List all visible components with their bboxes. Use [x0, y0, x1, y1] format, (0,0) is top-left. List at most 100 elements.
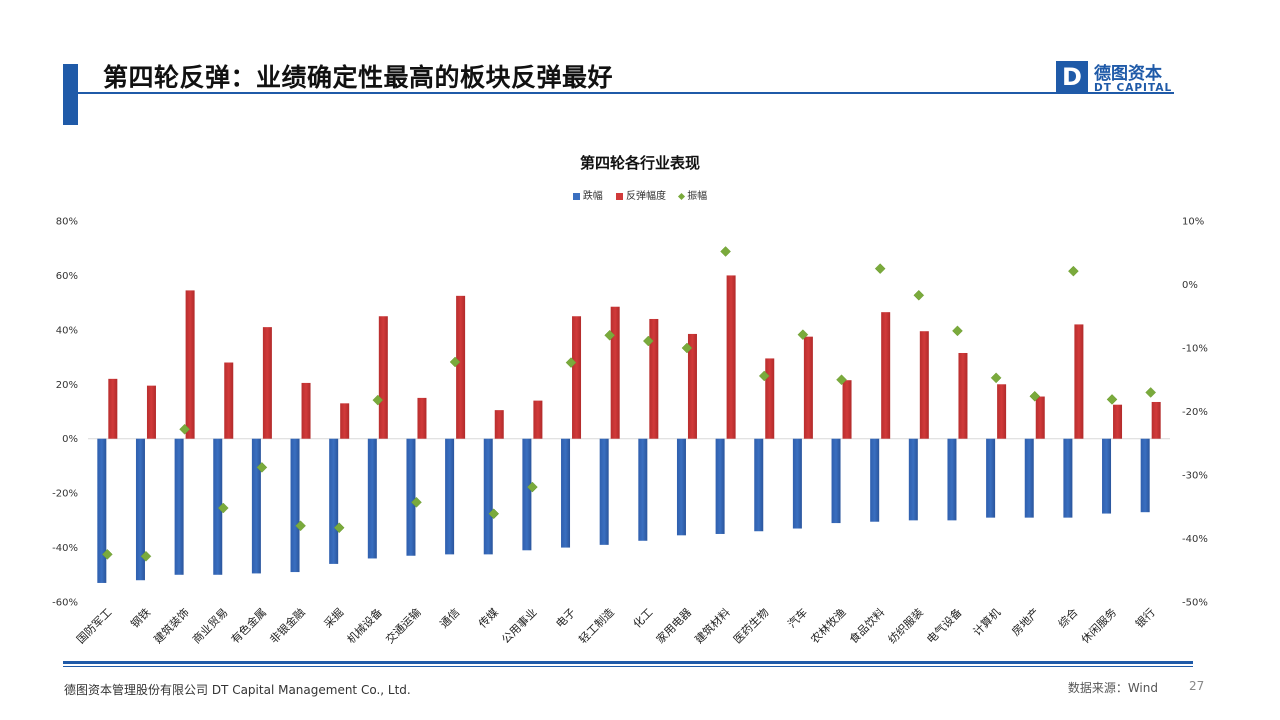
bar-fall	[561, 438, 571, 548]
logo-english-name: DT CAPITAL	[1094, 82, 1173, 94]
bar-rebound	[765, 358, 775, 439]
left-axis-tick-label: -40%	[52, 543, 78, 554]
category-label: 建筑材料	[692, 605, 733, 646]
chart-legend: 跌幅 反弹幅度 振幅	[0, 187, 1280, 202]
category-label: 传媒	[476, 606, 501, 631]
company-logo: D 德图资本 DT CAPITAL	[1056, 61, 1186, 97]
chart-title: 第四轮各行业表现	[579, 154, 700, 172]
logo-mark-icon: D	[1056, 61, 1088, 93]
bar-rebound	[1035, 396, 1045, 439]
marker-amplitude	[990, 372, 1002, 384]
logo-chinese-name: 德图资本	[1094, 64, 1162, 84]
bar-fall	[483, 438, 493, 555]
bar-rebound	[340, 403, 350, 439]
footer-source: 数据来源：Wind	[1067, 681, 1158, 695]
marker-amplitude	[836, 374, 847, 386]
bar-fall	[406, 438, 416, 556]
bar-fall	[290, 438, 300, 573]
bar-rebound	[919, 331, 929, 439]
marker-amplitude	[333, 522, 345, 534]
bar-rebound	[997, 384, 1007, 439]
marker-amplitude	[720, 246, 731, 257]
marker-amplitude	[681, 342, 693, 354]
bar-fall	[599, 438, 609, 545]
bar-rebound	[494, 410, 504, 439]
bar-fall	[792, 438, 802, 529]
bar-rebound	[417, 397, 427, 439]
left-axis-tick-label: 60%	[56, 271, 78, 282]
right-axis-tick-label: -50%	[1182, 598, 1208, 609]
legend-item-fall: 跌幅	[572, 187, 603, 202]
marker-amplitude	[565, 357, 577, 368]
bar-rebound	[649, 318, 659, 439]
bar-fall	[715, 438, 725, 534]
legend-swatch-rebound	[616, 192, 623, 200]
bar-fall	[522, 438, 532, 551]
right-axis-tick-label: 10%	[1182, 217, 1204, 228]
category-label: 纺织服装	[885, 605, 926, 646]
category-label: 家用电器	[653, 605, 694, 646]
bar-rebound	[146, 385, 156, 439]
bar-rebound	[224, 362, 234, 439]
bar-fall	[870, 438, 880, 522]
category-label: 轻工制造	[576, 605, 617, 646]
left-axis-tick-label: 20%	[56, 380, 78, 391]
bar-rebound	[378, 316, 388, 439]
bar-fall	[831, 438, 841, 524]
category-label: 采掘	[321, 605, 346, 630]
bar-rebound	[185, 290, 195, 439]
category-label: 国防军工	[73, 605, 114, 646]
bar-fall	[986, 438, 996, 518]
bar-rebound	[1074, 324, 1084, 439]
bar-rebound	[1113, 404, 1123, 439]
category-label: 商业贸易	[189, 605, 230, 646]
bar-rebound	[456, 295, 466, 439]
bar-fall	[445, 438, 455, 555]
bar-rebound	[687, 333, 697, 439]
category-label: 农林牧渔	[808, 605, 849, 646]
category-label: 有色金属	[228, 605, 269, 646]
bar-fall	[908, 438, 918, 521]
marker-amplitude	[952, 325, 963, 337]
legend-label-fall: 跌幅	[582, 191, 603, 202]
footer-rule-thin	[63, 666, 1193, 667]
marker-amplitude	[1145, 387, 1157, 398]
bar-rebound	[726, 275, 736, 439]
page-number: 27	[1189, 679, 1205, 693]
right-axis-tick-label: -30%	[1182, 471, 1208, 482]
category-label: 电子	[553, 606, 578, 631]
bar-fall	[1140, 438, 1150, 513]
marker-amplitude	[372, 394, 384, 406]
bar-fall	[251, 438, 261, 574]
category-label: 非银金融	[267, 605, 308, 646]
left-axis-tick-label: -60%	[52, 598, 78, 609]
right-axis-tick-label: -20%	[1182, 407, 1208, 418]
left-axis-tick-label: 0%	[62, 434, 78, 445]
marker-amplitude	[217, 502, 229, 514]
legend-item-rebound: 反弹幅度	[616, 187, 666, 202]
marker-amplitude	[642, 335, 654, 347]
category-label: 钢铁	[128, 606, 153, 631]
bar-fall	[638, 438, 648, 541]
bar-fall	[1063, 438, 1073, 518]
category-label: 通信	[437, 606, 462, 631]
bar-fall	[367, 438, 377, 559]
footer-company: 德图资本管理股份有限公司 DT Capital Management Co., …	[64, 683, 411, 697]
marker-amplitude	[449, 356, 461, 368]
left-axis-tick-label: -20%	[52, 489, 78, 500]
bar-fall	[1024, 438, 1034, 518]
bar-rebound	[610, 306, 620, 439]
category-label: 建筑装饰	[151, 605, 192, 646]
bar-fall	[174, 438, 184, 575]
bar-fall	[213, 438, 223, 575]
bar-fall	[97, 438, 107, 583]
category-label: 房地产	[1009, 605, 1042, 638]
marker-amplitude	[874, 263, 886, 274]
slide-title: 第四轮反弹：业绩确定性最高的板块反弹最好	[103, 63, 614, 92]
category-label: 医药生物	[730, 605, 771, 646]
category-label: 银行	[1132, 605, 1157, 630]
marker-amplitude	[101, 549, 113, 560]
bar-fall	[329, 438, 339, 564]
bar-rebound	[108, 378, 118, 439]
